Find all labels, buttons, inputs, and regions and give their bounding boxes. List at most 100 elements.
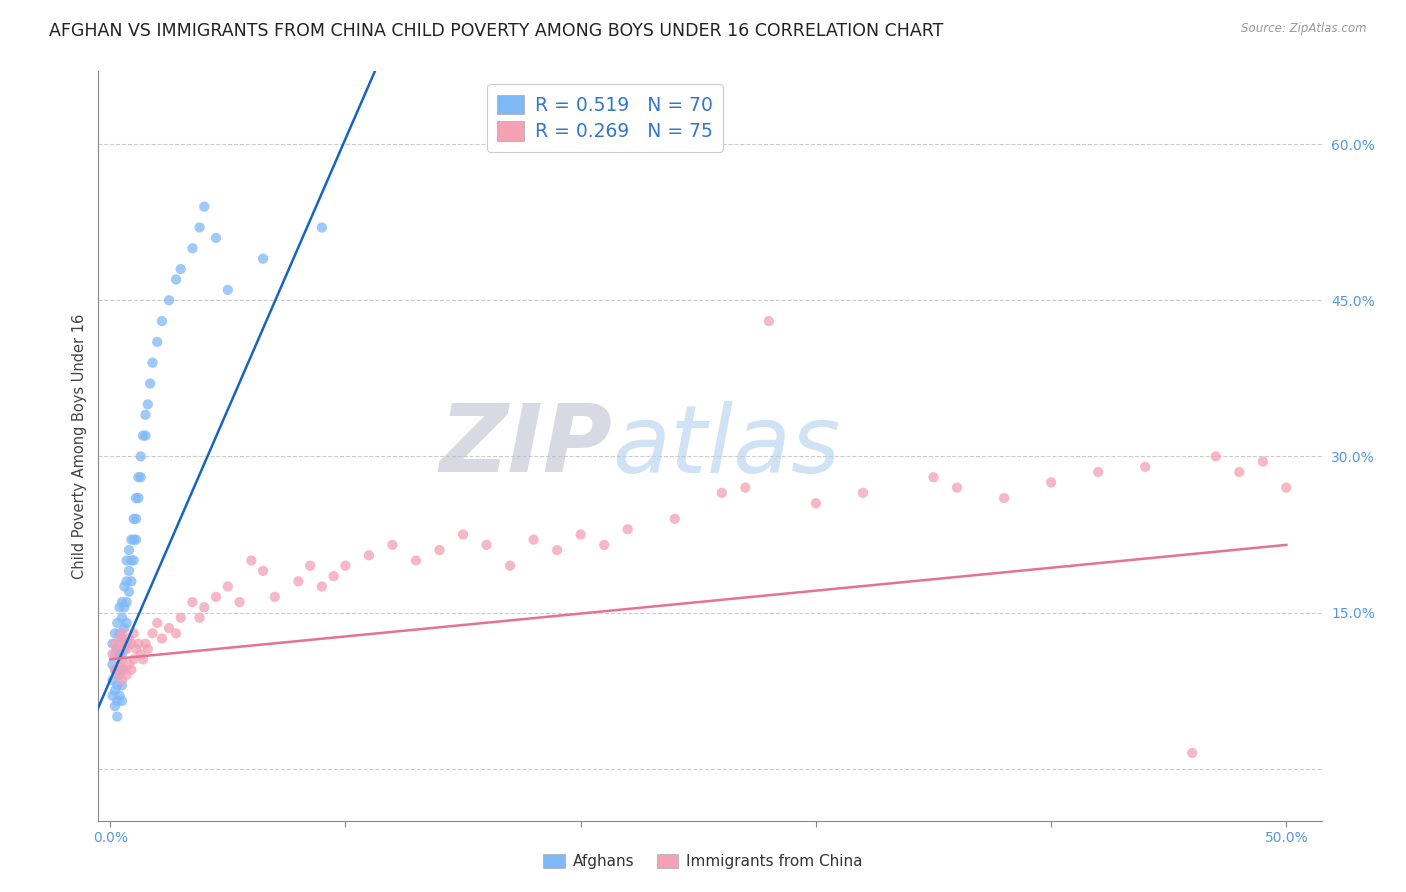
Point — [322, 569, 344, 583]
Text: atlas: atlas — [612, 401, 841, 491]
Point — [105, 615, 128, 630]
Point — [475, 538, 498, 552]
Point — [122, 533, 145, 547]
Point — [252, 564, 274, 578]
Point — [1205, 450, 1227, 464]
Point — [188, 611, 211, 625]
Point — [1181, 746, 1204, 760]
Point — [120, 553, 142, 567]
Point — [499, 558, 522, 573]
Point — [217, 580, 239, 594]
Point — [136, 397, 159, 411]
Point — [141, 356, 163, 370]
Point — [523, 533, 546, 547]
Point — [134, 428, 156, 442]
Point — [108, 632, 131, 646]
Point — [101, 647, 124, 661]
Point — [105, 642, 128, 657]
Point — [922, 470, 945, 484]
Point — [150, 314, 173, 328]
Point — [120, 533, 142, 547]
Point — [451, 527, 474, 541]
Point — [240, 553, 263, 567]
Point — [616, 522, 638, 536]
Point — [101, 673, 124, 688]
Point — [111, 694, 134, 708]
Point — [129, 450, 152, 464]
Point — [115, 553, 138, 567]
Point — [946, 481, 969, 495]
Point — [118, 584, 141, 599]
Point — [120, 574, 142, 589]
Point — [125, 491, 148, 505]
Point — [170, 262, 193, 277]
Point — [134, 408, 156, 422]
Point — [108, 626, 131, 640]
Point — [112, 663, 135, 677]
Point — [188, 220, 211, 235]
Point — [146, 615, 169, 630]
Point — [311, 580, 333, 594]
Point — [115, 574, 138, 589]
Point — [111, 595, 134, 609]
Point — [112, 637, 135, 651]
Point — [429, 543, 451, 558]
Point — [111, 647, 134, 661]
Point — [141, 626, 163, 640]
Point — [129, 470, 152, 484]
Point — [108, 689, 131, 703]
Point — [104, 663, 127, 677]
Point — [170, 611, 193, 625]
Point — [118, 543, 141, 558]
Point — [115, 637, 138, 651]
Point — [263, 590, 285, 604]
Point — [710, 485, 733, 500]
Point — [111, 673, 134, 688]
Point — [804, 496, 827, 510]
Point — [115, 595, 138, 609]
Point — [993, 491, 1015, 505]
Point — [122, 652, 145, 666]
Point — [105, 678, 128, 692]
Point — [165, 272, 187, 286]
Point — [127, 491, 149, 505]
Point — [108, 600, 131, 615]
Point — [105, 663, 128, 677]
Point — [101, 637, 124, 651]
Point — [357, 548, 380, 563]
Point — [1040, 475, 1063, 490]
Point — [105, 709, 128, 723]
Point — [115, 642, 138, 657]
Point — [115, 668, 138, 682]
Point — [157, 293, 180, 308]
Text: AFGHAN VS IMMIGRANTS FROM CHINA CHILD POVERTY AMONG BOYS UNDER 16 CORRELATION CH: AFGHAN VS IMMIGRANTS FROM CHINA CHILD PO… — [49, 22, 943, 40]
Point — [132, 428, 155, 442]
Text: ZIP: ZIP — [439, 400, 612, 492]
Point — [127, 470, 149, 484]
Point — [139, 376, 162, 391]
Point — [146, 334, 169, 349]
Point — [120, 663, 142, 677]
Point — [287, 574, 309, 589]
Point — [101, 689, 124, 703]
Point — [217, 283, 239, 297]
Point — [112, 600, 135, 615]
Point — [125, 533, 148, 547]
Point — [104, 637, 127, 651]
Point — [125, 642, 148, 657]
Point — [105, 668, 128, 682]
Point — [129, 647, 152, 661]
Point — [852, 485, 875, 500]
Point — [122, 553, 145, 567]
Point — [181, 595, 204, 609]
Point — [120, 637, 142, 651]
Point — [593, 538, 616, 552]
Point — [105, 642, 128, 657]
Point — [108, 647, 131, 661]
Point — [127, 637, 149, 651]
Point — [104, 699, 127, 714]
Point — [111, 663, 134, 677]
Point — [1087, 465, 1109, 479]
Point — [1275, 481, 1298, 495]
Point — [104, 683, 127, 698]
